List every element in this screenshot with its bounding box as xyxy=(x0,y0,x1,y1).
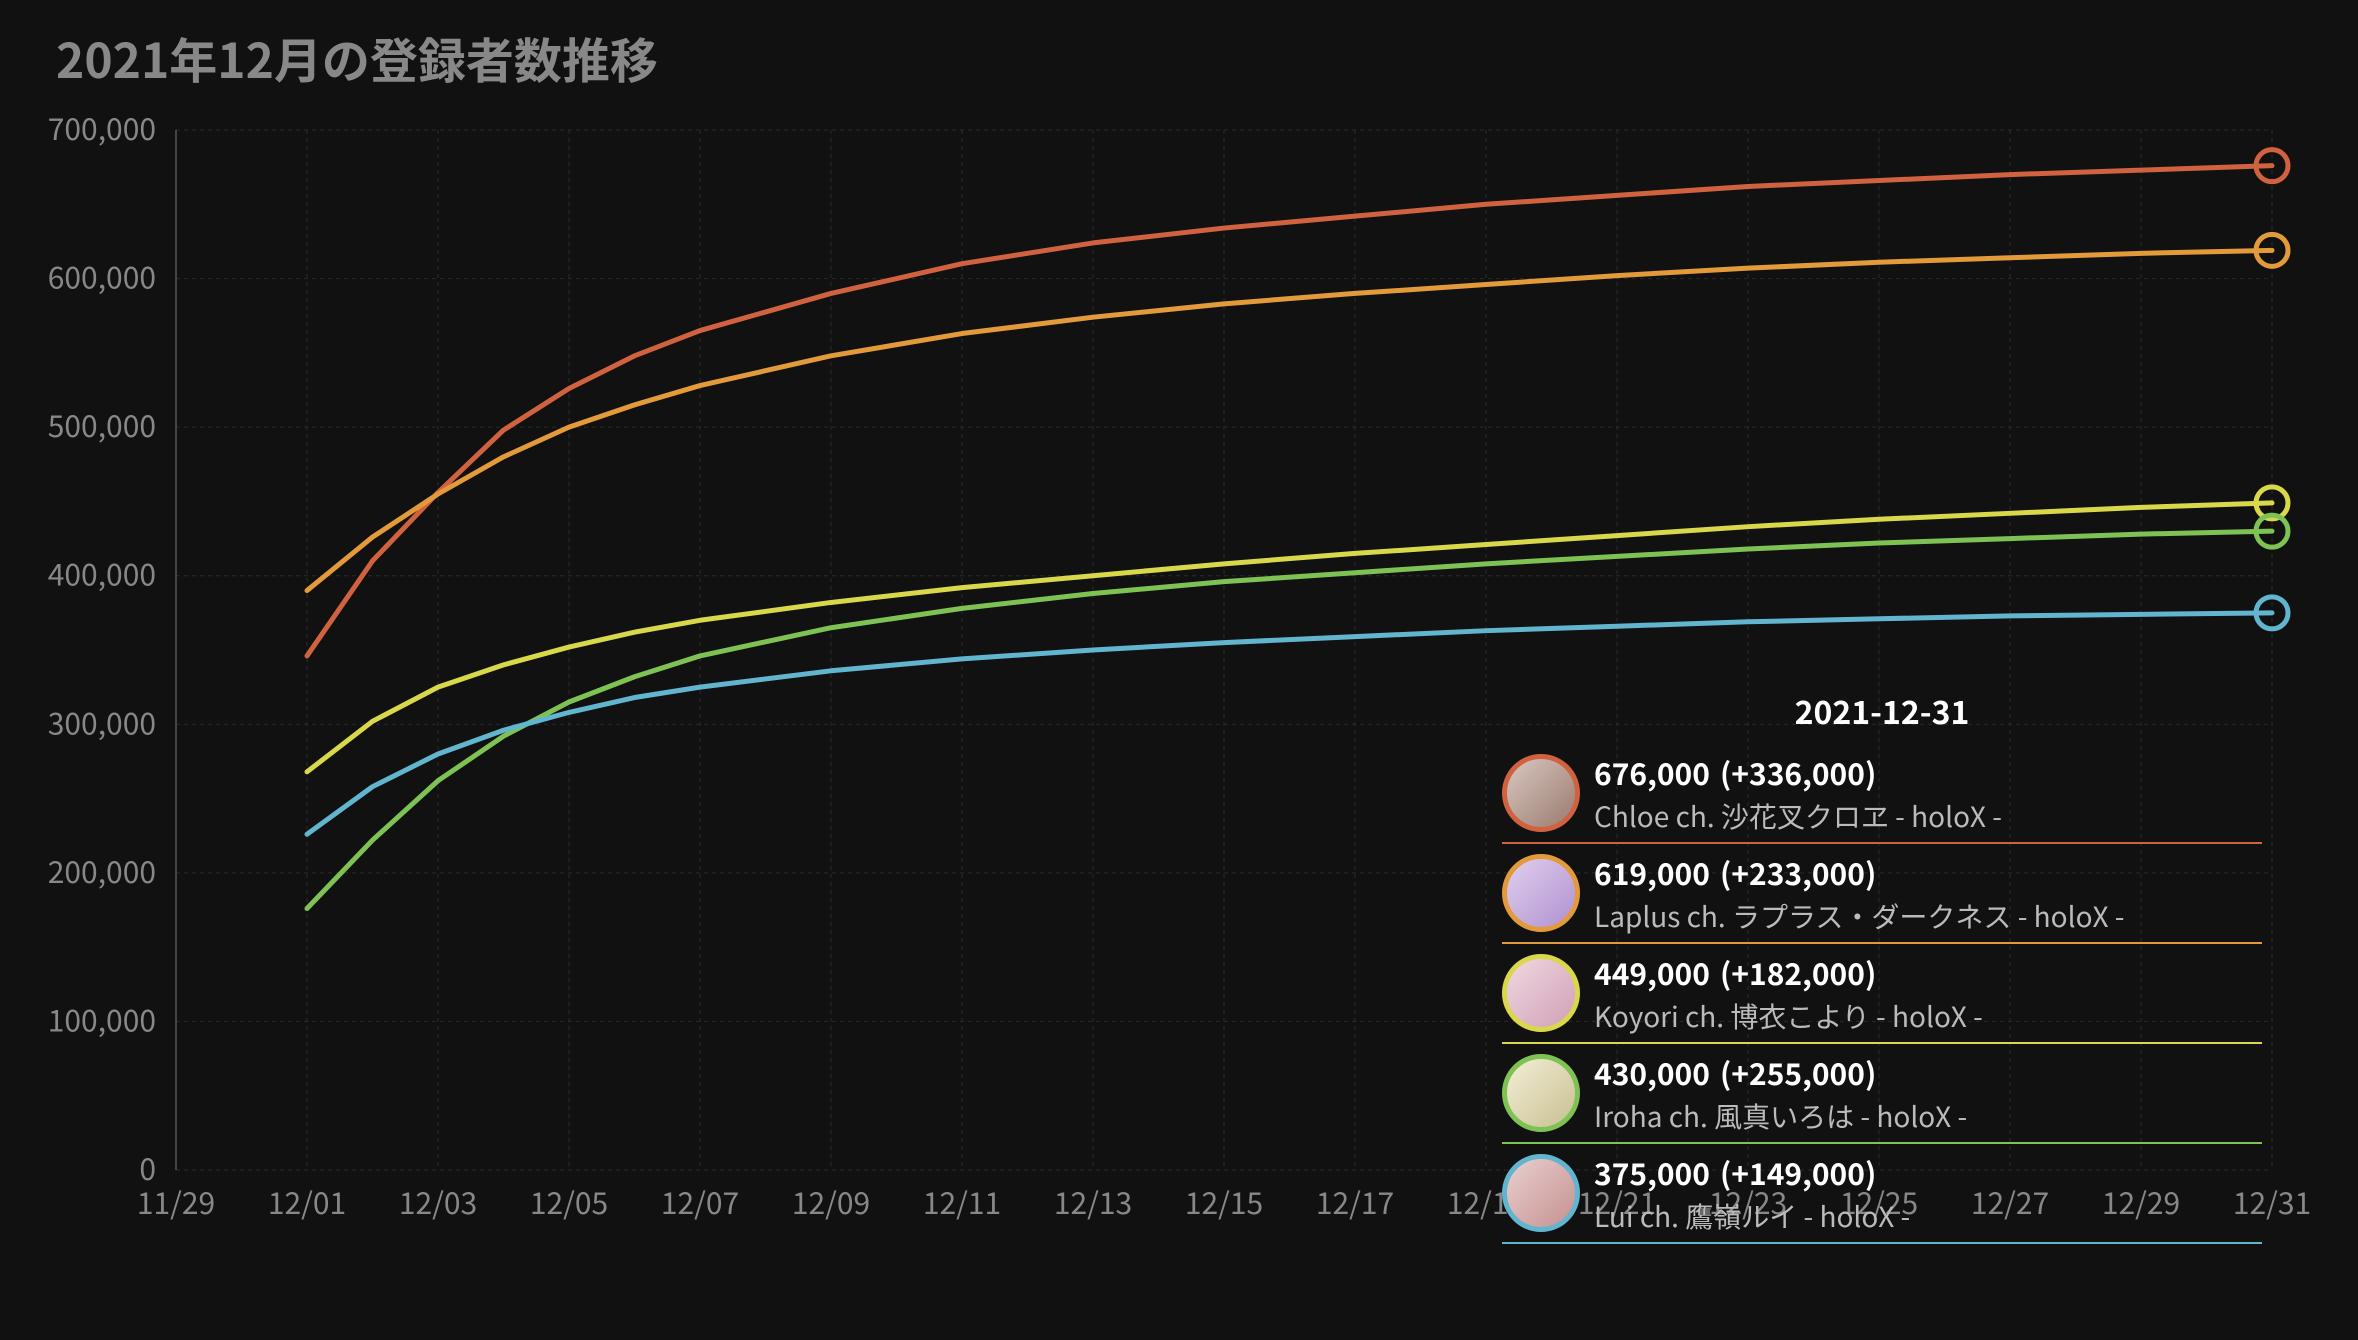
tooltip-delta: (+182,000) xyxy=(1720,950,1876,994)
tooltip-text: 449,000(+182,000)Koyori ch. 博衣こより - holo… xyxy=(1594,950,2262,1036)
y-tick-label: 700,000 xyxy=(48,105,156,149)
tooltip-text: 375,000(+149,000)Lui ch. 鷹嶺ルイ - holoX - xyxy=(1594,1150,2262,1236)
y-tick-label: 300,000 xyxy=(48,699,156,743)
tooltip-value: 375,000 xyxy=(1594,1150,1710,1194)
avatar xyxy=(1502,754,1580,832)
x-tick-label: 12/01 xyxy=(268,1179,346,1223)
x-tick-label: 12/11 xyxy=(923,1179,1001,1223)
tooltip-row: 619,000(+233,000)Laplus ch. ラプラス・ダークネス -… xyxy=(1502,848,2262,944)
x-tick-label: 12/03 xyxy=(399,1179,477,1223)
avatar xyxy=(1502,1154,1580,1232)
tooltip-date: 2021-12-31 xyxy=(1502,688,2262,734)
tooltip-series-name: Laplus ch. ラプラス・ダークネス - holoX - xyxy=(1594,896,2262,936)
tooltip-row: 449,000(+182,000)Koyori ch. 博衣こより - holo… xyxy=(1502,948,2262,1044)
tooltip-delta: (+149,000) xyxy=(1720,1150,1876,1194)
avatar xyxy=(1502,854,1580,932)
tooltip-delta: (+336,000) xyxy=(1720,750,1876,794)
tooltip-text: 676,000(+336,000)Chloe ch. 沙花叉クロヱ - holo… xyxy=(1594,750,2262,836)
x-tick-label: 12/05 xyxy=(530,1179,608,1223)
series-chloe xyxy=(307,166,2272,656)
tooltip-text: 619,000(+233,000)Laplus ch. ラプラス・ダークネス -… xyxy=(1594,850,2262,936)
tooltip-row: 676,000(+336,000)Chloe ch. 沙花叉クロヱ - holo… xyxy=(1502,748,2262,844)
y-tick-label: 500,000 xyxy=(48,402,156,446)
avatar xyxy=(1502,1054,1580,1132)
tooltip-series-name: Lui ch. 鷹嶺ルイ - holoX - xyxy=(1594,1196,2262,1236)
tooltip-row: 375,000(+149,000)Lui ch. 鷹嶺ルイ - holoX - xyxy=(1502,1148,2262,1244)
tooltip-value: 449,000 xyxy=(1594,950,1710,994)
tooltip-panel: 2021-12-31 676,000(+336,000)Chloe ch. 沙花… xyxy=(1502,688,2262,1248)
x-tick-label: 11/29 xyxy=(137,1179,215,1223)
tooltip-value: 676,000 xyxy=(1594,750,1710,794)
tooltip-value: 619,000 xyxy=(1594,850,1710,894)
x-tick-label: 12/13 xyxy=(1054,1179,1132,1223)
x-tick-label: 12/09 xyxy=(792,1179,870,1223)
y-tick-label: 400,000 xyxy=(48,551,156,595)
tooltip-value: 430,000 xyxy=(1594,1050,1710,1094)
tooltip-delta: (+255,000) xyxy=(1720,1050,1876,1094)
tooltip-row: 430,000(+255,000)Iroha ch. 風真いろは - holoX… xyxy=(1502,1048,2262,1144)
x-tick-label: 12/07 xyxy=(661,1179,739,1223)
tooltip-text: 430,000(+255,000)Iroha ch. 風真いろは - holoX… xyxy=(1594,1050,2262,1136)
avatar xyxy=(1502,954,1580,1032)
y-tick-label: 100,000 xyxy=(48,996,156,1040)
y-tick-label: 200,000 xyxy=(48,848,156,892)
x-tick-label: 12/15 xyxy=(1185,1179,1263,1223)
tooltip-series-name: Koyori ch. 博衣こより - holoX - xyxy=(1594,996,2262,1036)
y-tick-label: 600,000 xyxy=(48,254,156,298)
x-tick-label: 12/17 xyxy=(1316,1179,1394,1223)
tooltip-series-name: Iroha ch. 風真いろは - holoX - xyxy=(1594,1096,2262,1136)
tooltip-delta: (+233,000) xyxy=(1720,850,1876,894)
tooltip-series-name: Chloe ch. 沙花叉クロヱ - holoX - xyxy=(1594,796,2262,836)
